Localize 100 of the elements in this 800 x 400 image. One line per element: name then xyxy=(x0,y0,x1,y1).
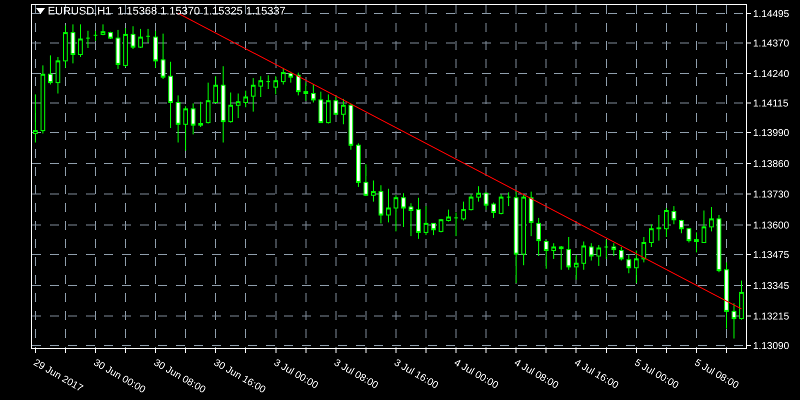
y-tick-label: 1.13345 xyxy=(753,280,790,292)
y-tick-label: 1.14115 xyxy=(753,98,789,110)
candlestick xyxy=(198,101,203,128)
candlestick xyxy=(739,280,744,320)
candlestick xyxy=(694,232,699,253)
candlestick xyxy=(521,194,526,266)
candlestick xyxy=(588,242,594,261)
candlestick xyxy=(86,30,90,49)
candlestick xyxy=(438,218,444,233)
candlestick xyxy=(536,217,542,256)
candlestick xyxy=(168,61,173,129)
candlestick xyxy=(48,54,53,85)
y-tick-label: 1.14495 xyxy=(753,8,790,20)
candlestick xyxy=(461,201,466,221)
candlestick xyxy=(454,212,458,237)
candlestick xyxy=(146,28,150,44)
candlestick xyxy=(33,94,38,143)
candlestick xyxy=(656,214,662,242)
candlestick xyxy=(176,94,180,143)
candlestick xyxy=(100,24,106,36)
candlestick xyxy=(649,224,654,248)
x-tick-label: 3 Jul 00:00 xyxy=(272,357,320,392)
candlestick xyxy=(664,207,669,238)
candlestick xyxy=(190,102,196,135)
candlestick xyxy=(476,186,481,202)
candlestick xyxy=(70,24,76,64)
candlestick xyxy=(258,76,264,98)
candlestick xyxy=(310,84,316,103)
candlestick xyxy=(93,30,98,42)
candlestick xyxy=(138,28,143,49)
candlestick xyxy=(116,29,120,70)
candlestick xyxy=(672,206,676,225)
candlestick xyxy=(551,242,556,260)
candlestick xyxy=(378,184,384,224)
candlestick xyxy=(108,31,113,40)
candlestick xyxy=(446,209,451,222)
candlestick xyxy=(558,246,564,270)
candlestick xyxy=(236,92,241,119)
x-tick-label: 5 Jul 00:00 xyxy=(632,357,681,392)
candlestick xyxy=(334,96,338,115)
y-tick-label: 1.13090 xyxy=(753,341,790,352)
candlestick xyxy=(574,254,579,280)
candlestick xyxy=(596,244,602,266)
candlestick xyxy=(634,250,639,284)
candlestick xyxy=(431,222,436,236)
x-tick-label: 29 Jun 2017 xyxy=(31,357,85,395)
y-tick-label: 1.13860 xyxy=(753,158,790,170)
candlestick xyxy=(679,219,684,234)
candlestick xyxy=(416,197,421,240)
candlestick xyxy=(160,33,166,80)
candlestick xyxy=(364,164,368,197)
candlestick xyxy=(183,106,188,152)
x-tick-label: 3 Jul 16:00 xyxy=(392,357,440,392)
candlestick xyxy=(266,74,271,90)
candlestick xyxy=(506,192,511,207)
y-tick-label: 1.13730 xyxy=(753,190,790,201)
candlestick xyxy=(686,227,692,243)
y-tick-label: 1.13600 xyxy=(753,220,790,232)
candlestick xyxy=(401,192,406,228)
candlestick xyxy=(626,254,632,274)
candlestick xyxy=(611,242,616,256)
x-tick-label: 30 Jun 00:00 xyxy=(91,357,148,396)
candlestick xyxy=(724,262,729,330)
candlestick xyxy=(130,26,136,50)
candlestick xyxy=(642,236,646,263)
candlestick xyxy=(56,56,60,94)
y-tick-label: 1.13215 xyxy=(753,312,790,323)
candlestick xyxy=(581,241,586,270)
candlestick xyxy=(484,192,488,210)
candlestick xyxy=(40,64,46,134)
candlestick xyxy=(288,71,294,84)
candlestick xyxy=(220,66,226,143)
y-tick-label: 1.14370 xyxy=(753,38,790,50)
x-tick-label: 4 Jul 08:00 xyxy=(512,357,560,392)
candlestick xyxy=(716,214,722,273)
candlestick xyxy=(544,239,549,270)
candlestick xyxy=(318,91,324,124)
candlestick xyxy=(250,78,256,112)
candlestick xyxy=(618,246,624,261)
candlestick xyxy=(153,30,158,68)
x-tick-label: 4 Jul 16:00 xyxy=(572,357,620,392)
candlestick xyxy=(528,191,534,237)
candlestick xyxy=(303,82,308,102)
candlestick xyxy=(228,92,234,124)
candlestick xyxy=(491,202,496,218)
candlestick xyxy=(341,98,346,125)
y-tick-label: 1.13990 xyxy=(753,128,790,140)
candlestick xyxy=(273,76,278,95)
candlestick xyxy=(394,194,398,232)
candlestick xyxy=(732,302,736,340)
candlestick xyxy=(213,76,218,104)
candlestick xyxy=(326,94,331,124)
candlestick xyxy=(243,90,248,108)
candlestick xyxy=(348,102,354,150)
candlestick xyxy=(709,206,714,232)
candlestick xyxy=(408,202,414,237)
candlestick xyxy=(356,142,361,188)
x-tick-label: 30 Jun 16:00 xyxy=(212,357,268,396)
candlestick xyxy=(123,28,128,68)
candlestick xyxy=(566,236,572,270)
